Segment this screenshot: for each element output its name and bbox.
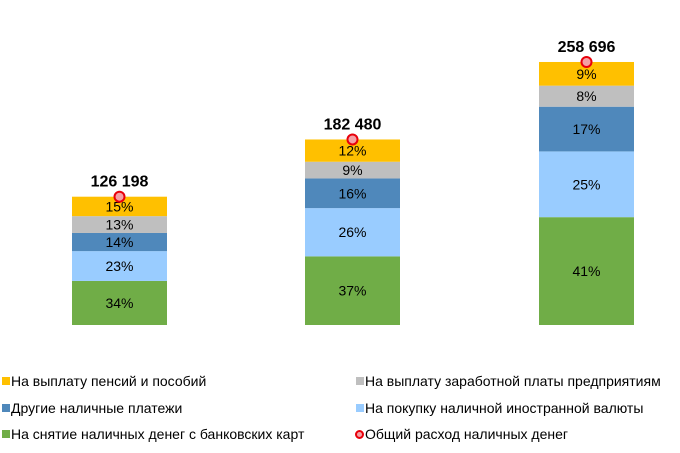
segment-label: 14% [105, 234, 133, 250]
segment-label: 37% [338, 283, 366, 299]
segment-label: 16% [338, 185, 366, 201]
segment-label: 41% [572, 263, 600, 279]
segment-label: 9% [342, 162, 362, 178]
total-label: 182 480 [324, 116, 382, 133]
segment-label: 17% [572, 121, 600, 137]
legend-label: Другие наличные платежи [11, 400, 183, 416]
bar-segment [539, 106, 634, 152]
total-label: 258 696 [558, 39, 616, 56]
total-marker [580, 55, 593, 68]
legend-item-total: Общий расход наличных денег [355, 426, 568, 442]
legend-label: На выплату пенсий и пособий [11, 373, 207, 389]
total-marker [346, 133, 359, 146]
segment-label: 9% [576, 66, 596, 82]
bar-segment [305, 178, 400, 209]
legend-swatch [2, 404, 10, 412]
bar-segment [305, 139, 400, 162]
legend-item-pensions: На выплату пенсий и пособий [2, 373, 206, 389]
total-label: 126 198 [91, 174, 149, 191]
bar-segment [72, 280, 167, 325]
segment-label: 25% [572, 176, 600, 192]
segment-label: 15% [105, 198, 133, 214]
bar-segment [539, 151, 634, 218]
bar-segment [539, 61, 634, 86]
legend-item-currency: На покупку наличной иностранной валюты [356, 400, 643, 416]
segment-label: 26% [338, 224, 366, 240]
legend-marker-circle [355, 429, 364, 439]
segment-label: 34% [105, 295, 133, 311]
segment-label: 12% [338, 143, 366, 159]
bar-segment [305, 256, 400, 325]
bar-segment [72, 216, 167, 233]
legend-swatch [356, 377, 364, 385]
segment-label: 13% [105, 217, 133, 233]
bar-segment [539, 85, 634, 107]
bar-segment [305, 161, 400, 179]
total-marker [113, 190, 126, 203]
segment-label: 23% [105, 258, 133, 274]
bar-segment [539, 217, 634, 325]
legend-item-cards: На снятие наличных денег с банковских ка… [2, 426, 304, 442]
segment-label: 8% [576, 88, 596, 104]
legend-item-other: Другие наличные платежи [2, 400, 182, 416]
bar-segment [72, 232, 167, 252]
legend-label: На покупку наличной иностранной валюты [365, 400, 644, 416]
legend-swatch [2, 377, 10, 385]
stacked-bar-chart: 34% 23% 14%13% 15% 126 198 37% 26% 16% 9% 12% 182 … [72, 39, 634, 325]
legend-label: На снятие наличных денег с банковских ка… [11, 426, 305, 442]
bar-segment [305, 208, 400, 257]
legend-swatch [2, 430, 10, 438]
legend-label: На выплату заработной платы предприятиям [365, 373, 661, 389]
bar-segment [72, 196, 167, 217]
legend-swatch [356, 404, 364, 412]
legend-item-salaries: На выплату заработной платы предприятиям [356, 373, 661, 389]
bar-segment [72, 251, 167, 281]
legend-label: Общий расход наличных денег [365, 426, 568, 442]
